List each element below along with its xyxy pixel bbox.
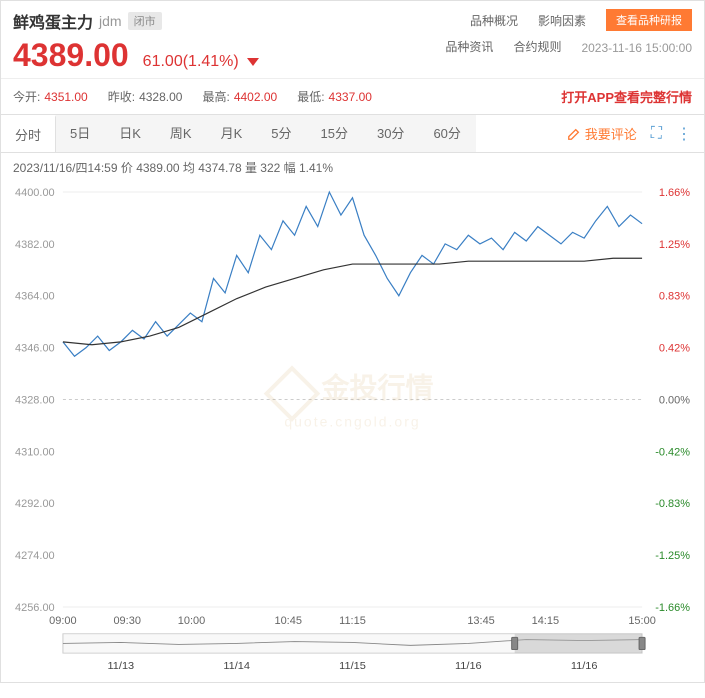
svg-text:15:00: 15:00 (628, 615, 655, 627)
edit-icon (567, 127, 581, 141)
stat-low: 最低:4337.00 (297, 88, 372, 105)
report-button[interactable]: 查看品种研报 (606, 9, 692, 31)
comment-link[interactable]: 我要评论 (567, 124, 637, 143)
svg-text:-0.83%: -0.83% (655, 498, 690, 510)
svg-text:4364.00: 4364.00 (15, 291, 55, 303)
svg-text:11/16: 11/16 (455, 661, 482, 671)
link-variety[interactable]: 品种概况 (470, 12, 518, 29)
svg-text:14:15: 14:15 (532, 615, 559, 627)
refresh-arrow-icon[interactable] (247, 58, 259, 66)
stat-high: 最高:4402.00 (202, 88, 277, 105)
svg-text:10:00: 10:00 (178, 615, 205, 627)
stat-open: 今开:4351.00 (13, 88, 88, 105)
price-row: 4389.00 61.00(1.41%) (13, 37, 259, 74)
header: 鲜鸡蛋主力 jdm 闭市 4389.00 61.00(1.41%) 品种概况 影… (1, 1, 704, 78)
tab-3[interactable]: 周K (156, 115, 207, 152)
link-rules[interactable]: 合约规则 (513, 38, 561, 55)
change-text: 61.00(1.41%) (143, 53, 239, 71)
navigator-area[interactable]: 11/13 11/14 11/15 11/16 11/16 (1, 632, 704, 682)
link-factors[interactable]: 影响因素 (538, 12, 586, 29)
stat-prev: 昨收:4328.00 (108, 88, 183, 105)
svg-text:4292.00: 4292.00 (15, 498, 55, 510)
info-links: 品种概况 影响因素 查看品种研报 品种资讯 合约规则 2023-11-16 15… (445, 9, 692, 55)
svg-text:4328.00: 4328.00 (15, 394, 55, 406)
chart-info-line: 2023/11/16/四14:59 价 4389.00 均 4374.78 量 … (1, 153, 704, 182)
svg-text:-1.25%: -1.25% (655, 550, 690, 562)
svg-text:-0.42%: -0.42% (655, 446, 690, 458)
svg-text:4256.00: 4256.00 (15, 602, 55, 614)
market-status-badge: 闭市 (128, 12, 162, 30)
svg-text:09:00: 09:00 (49, 615, 76, 627)
price-change: 61.00(1.41%) (143, 53, 259, 71)
link-news[interactable]: 品种资讯 (445, 38, 493, 55)
svg-text:4346.00: 4346.00 (15, 343, 55, 355)
price-chart: 4400.00 1.66% 4382.00 1.25% 4364.00 0.83% 4346… (13, 182, 692, 632)
svg-text:09:30: 09:30 (113, 615, 140, 627)
svg-text:4382.00: 4382.00 (15, 239, 55, 251)
expand-icon[interactable]: ⛶ (651, 125, 662, 143)
svg-text:1.66%: 1.66% (659, 187, 690, 199)
svg-text:11:15: 11:15 (339, 615, 366, 627)
tab-6[interactable]: 15分 (307, 115, 363, 152)
svg-text:10:45: 10:45 (274, 615, 301, 627)
svg-text:4310.00: 4310.00 (15, 446, 55, 458)
svg-text:-1.66%: -1.66% (655, 602, 690, 614)
tab-4[interactable]: 月K (207, 115, 258, 152)
tab-0[interactable]: 分时 (1, 115, 56, 152)
tab-7[interactable]: 30分 (363, 115, 419, 152)
svg-text:0.83%: 0.83% (659, 291, 690, 303)
tabs-bar: 分时5日日K周K月K5分15分30分60分 我要评论 ⛶ ⋮ (1, 114, 704, 153)
navigator: 11/13 11/14 11/15 11/16 11/16 (13, 632, 692, 676)
svg-text:4274.00: 4274.00 (15, 550, 55, 562)
svg-text:13:45: 13:45 (467, 615, 494, 627)
tabs: 分时5日日K周K月K5分15分30分60分 (1, 115, 476, 152)
instrument-code: jdm (99, 13, 122, 29)
last-price: 4389.00 (13, 37, 129, 74)
header-right: 品种概况 影响因素 查看品种研报 品种资讯 合约规则 2023-11-16 15… (445, 9, 692, 74)
tab-1[interactable]: 5日 (56, 115, 105, 152)
instrument-name: 鲜鸡蛋主力 (13, 9, 93, 33)
svg-text:4400.00: 4400.00 (15, 187, 55, 199)
title-row: 鲜鸡蛋主力 jdm 闭市 (13, 9, 259, 33)
stats-bar: 今开:4351.00 昨收:4328.00 最高:4402.00 最低:4337… (1, 78, 704, 114)
svg-text:0.00%: 0.00% (659, 394, 690, 406)
svg-text:11/13: 11/13 (108, 661, 135, 671)
tab-5[interactable]: 5分 (257, 115, 306, 152)
svg-text:0.42%: 0.42% (659, 343, 690, 355)
svg-text:11/15: 11/15 (339, 661, 366, 671)
app-promo[interactable]: 打开APP查看完整行情 (561, 87, 692, 106)
quote-panel: 鲜鸡蛋主力 jdm 闭市 4389.00 61.00(1.41%) 品种概况 影… (0, 0, 705, 683)
tab-8[interactable]: 60分 (419, 115, 475, 152)
svg-text:11/16: 11/16 (571, 661, 598, 671)
tab-actions: 我要评论 ⛶ ⋮ (567, 124, 692, 144)
stats-left: 今开:4351.00 昨收:4328.00 最高:4402.00 最低:4337… (13, 88, 372, 105)
header-left: 鲜鸡蛋主力 jdm 闭市 4389.00 61.00(1.41%) (13, 9, 259, 74)
tab-2[interactable]: 日K (105, 115, 156, 152)
svg-text:11/14: 11/14 (223, 661, 250, 671)
more-icon[interactable]: ⋮ (676, 124, 692, 144)
timestamp: 2023-11-16 15:00:00 (581, 41, 692, 55)
svg-text:1.25%: 1.25% (659, 239, 690, 251)
chart-area[interactable]: 金投行情 quote.cngold.org 4400.001.66%4382.0… (1, 182, 704, 632)
